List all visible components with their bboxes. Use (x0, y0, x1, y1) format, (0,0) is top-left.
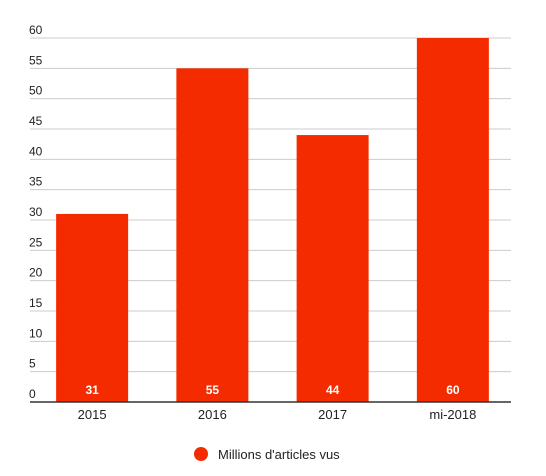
y-tick-label: 30 (29, 205, 43, 219)
y-axis-ticks: 0 5 10 15 20 25 30 35 40 45 50 55 60 (29, 23, 43, 401)
y-tick-label: 40 (29, 144, 43, 158)
y-tick-label: 15 (29, 296, 43, 310)
y-tick-label: 55 (29, 53, 43, 67)
data-label: 44 (326, 383, 340, 397)
bar (296, 135, 369, 403)
x-axis-ticks: 2015 2016 2017 mi-2018 (78, 407, 477, 422)
y-tick-label: 45 (29, 114, 43, 128)
legend: Millions d'articles vus (194, 447, 340, 462)
bars: 31 55 44 60 (56, 38, 489, 403)
x-tick-label: mi-2018 (429, 407, 476, 422)
y-tick-label: 50 (29, 84, 43, 98)
y-tick-label: 20 (29, 266, 43, 280)
y-tick-label: 5 (29, 357, 36, 371)
bar (176, 68, 249, 402)
legend-swatch (194, 447, 208, 461)
bar (416, 38, 489, 402)
data-label: 55 (206, 383, 220, 397)
y-tick-label: 10 (29, 326, 43, 340)
x-tick-label: 2017 (318, 407, 347, 422)
x-tick-label: 2015 (78, 407, 107, 422)
y-tick-label: 35 (29, 175, 43, 189)
bar (56, 213, 129, 402)
x-tick-label: 2016 (198, 407, 227, 422)
y-tick-label: 60 (29, 23, 43, 37)
y-tick-label: 0 (29, 387, 36, 401)
data-label: 31 (85, 383, 99, 397)
data-label: 60 (446, 383, 460, 397)
legend-label: Millions d'articles vus (218, 447, 340, 462)
y-tick-label: 25 (29, 235, 43, 249)
